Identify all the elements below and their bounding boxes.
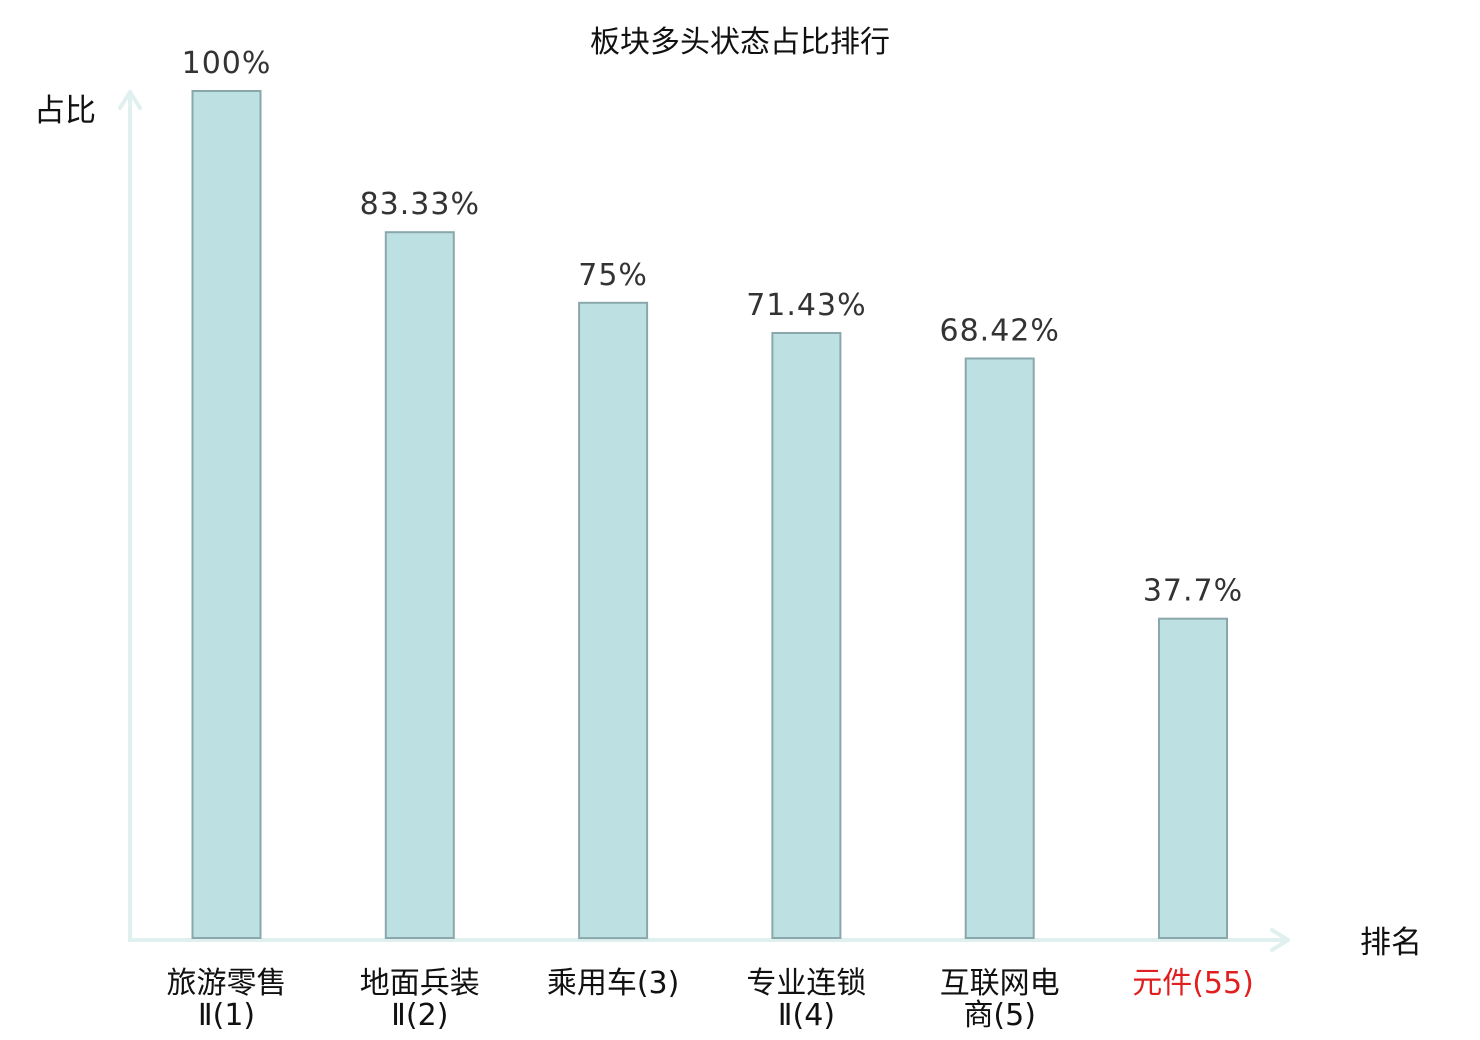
- category-label-3: 乘用车(3): [547, 966, 680, 1001]
- category-labels: 旅游零售 Ⅱ(1) 地面兵装 Ⅱ(2) 乘用车(3) 专业连锁 Ⅱ(4) 互联网电商(5) 元件…: [167, 966, 1254, 1033]
- category-label-2: 地面兵装 Ⅱ(2): [360, 966, 480, 1033]
- y-axis-label: 占比: [34, 93, 96, 129]
- category-label-2-line-1: 地面兵装: [360, 966, 480, 1001]
- bar-2: [384, 231, 455, 939]
- category-label-1-line-1: 旅游零售: [167, 966, 287, 1001]
- value-label-2: 83.33%: [360, 187, 480, 222]
- category-label-4-line-1: 专业连锁: [746, 966, 866, 1001]
- category-label-5: 互联网电商(5): [940, 966, 1060, 1033]
- value-label-4: 71.43%: [746, 288, 866, 323]
- category-label-5-line-2: 商(5): [963, 998, 1036, 1033]
- category-label-1-line-2: Ⅱ(1): [198, 998, 255, 1033]
- category-label-4-line-2: Ⅱ(4): [778, 998, 835, 1033]
- bar-4: [771, 332, 842, 939]
- value-label-3: 75%: [578, 258, 648, 293]
- x-axis-arrow: [1270, 928, 1290, 952]
- category-label-6: 元件(55): [1132, 966, 1254, 1001]
- value-labels: 100% 83.33% 75% 71.43% 68.42% 37.7%: [182, 46, 1243, 609]
- value-label-1: 100%: [182, 46, 272, 81]
- bar-5: [964, 357, 1035, 939]
- bar-3: [578, 301, 649, 940]
- category-label-3-line-1: 乘用车(3): [547, 966, 680, 1001]
- value-label-5: 68.42%: [940, 314, 1060, 349]
- category-label-4: 专业连锁 Ⅱ(4): [746, 966, 866, 1033]
- bar-1: [191, 90, 262, 939]
- category-label-5-line-1: 互联网电: [940, 966, 1060, 1001]
- bars: [191, 90, 1228, 940]
- category-label-2-line-2: Ⅱ(2): [391, 998, 448, 1033]
- axes: [118, 90, 1290, 952]
- bar-6: [1158, 617, 1228, 939]
- category-label-1: 旅游零售 Ⅱ(1): [167, 966, 287, 1033]
- category-label-6-line-1: 元件(55): [1132, 966, 1254, 1001]
- x-axis-label: 排名: [1360, 925, 1422, 961]
- y-axis-arrow: [118, 90, 142, 110]
- chart-title: 板块多头状态占比排行: [590, 25, 890, 60]
- value-label-6: 37.7%: [1143, 574, 1243, 609]
